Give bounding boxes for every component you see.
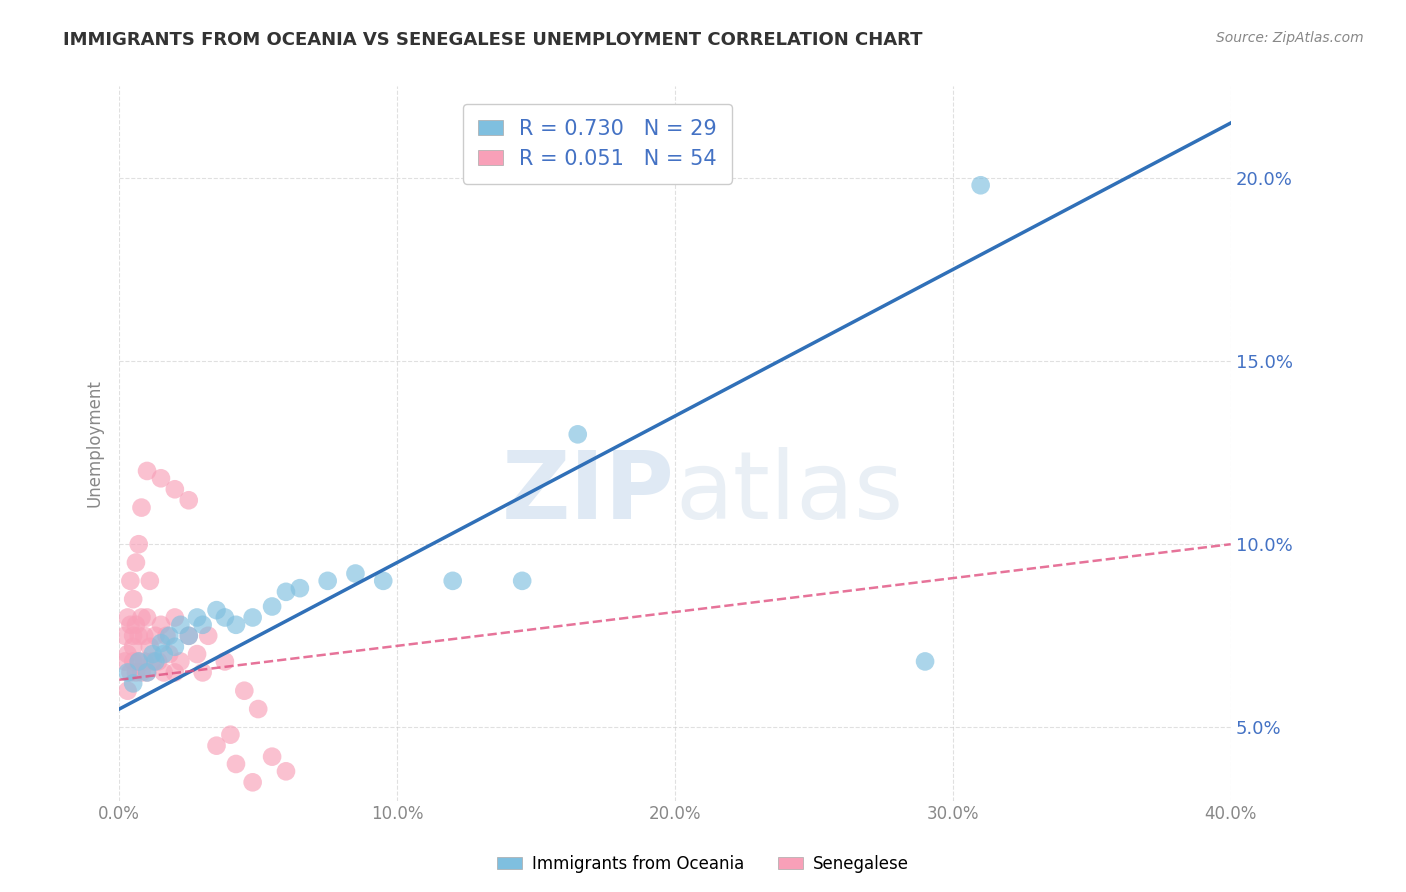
Point (149, 471, 172, 485)
Point (136, 610, 159, 624)
Point (145, 629, 167, 643)
Point (122, 592, 145, 607)
Point (120, 574, 142, 588)
Point (169, 655, 191, 669)
Point (225, 617, 247, 632)
Point (163, 665, 186, 680)
Text: ZIP: ZIP (502, 448, 675, 540)
Point (186, 610, 208, 624)
Point (131, 500, 153, 515)
Point (145, 655, 167, 669)
Point (191, 665, 214, 680)
Point (149, 636, 172, 650)
Point (242, 775, 264, 789)
Point (117, 683, 139, 698)
Point (128, 655, 150, 669)
Point (373, 574, 395, 588)
Legend: Immigrants from Oceania, Senegalese: Immigrants from Oceania, Senegalese (491, 848, 915, 880)
Point (128, 537, 150, 551)
Point (136, 464, 159, 478)
Point (131, 610, 153, 624)
Point (191, 617, 214, 632)
Point (169, 617, 191, 632)
Point (142, 655, 165, 669)
Point (274, 764, 297, 779)
Point (157, 629, 180, 643)
Point (225, 756, 247, 771)
Point (117, 610, 139, 624)
Point (122, 676, 145, 690)
Point (114, 629, 136, 643)
Point (214, 655, 236, 669)
Point (157, 647, 180, 661)
Point (117, 647, 139, 661)
Point (316, 574, 339, 588)
Point (117, 665, 139, 680)
Point (441, 574, 464, 588)
Point (146, 655, 169, 669)
Point (152, 647, 174, 661)
Point (163, 640, 186, 654)
Point (139, 640, 162, 654)
Point (969, 178, 991, 193)
Point (122, 629, 145, 643)
Point (114, 655, 136, 669)
Point (186, 647, 208, 661)
Point (914, 655, 936, 669)
Point (510, 574, 533, 588)
Point (205, 739, 228, 753)
Point (136, 665, 159, 680)
Point (177, 629, 200, 643)
Point (125, 665, 148, 680)
Point (242, 610, 264, 624)
Point (149, 617, 172, 632)
Point (142, 647, 165, 661)
Text: atlas: atlas (675, 448, 903, 540)
Text: IMMIGRANTS FROM OCEANIA VS SENEGALESE UNEMPLOYMENT CORRELATION CHART: IMMIGRANTS FROM OCEANIA VS SENEGALESE UN… (63, 31, 922, 49)
Point (288, 581, 311, 595)
Y-axis label: Unemployment: Unemployment (86, 380, 103, 508)
Point (134, 629, 156, 643)
Point (247, 702, 270, 716)
Point (214, 610, 236, 624)
Point (122, 640, 145, 654)
Point (120, 665, 142, 680)
Point (120, 617, 142, 632)
Text: Source: ZipAtlas.com: Source: ZipAtlas.com (1216, 31, 1364, 45)
Point (344, 566, 367, 581)
Point (155, 629, 177, 643)
Point (139, 574, 162, 588)
Point (233, 683, 256, 698)
Point (128, 655, 150, 669)
Point (152, 665, 174, 680)
Point (163, 610, 186, 624)
Point (262, 599, 284, 614)
Point (134, 655, 156, 669)
Point (219, 728, 242, 742)
Point (122, 655, 145, 669)
Point (197, 629, 219, 643)
Point (567, 427, 589, 442)
Point (136, 665, 159, 680)
Point (177, 493, 200, 508)
Point (128, 629, 150, 643)
Point (177, 629, 200, 643)
Point (163, 483, 186, 497)
Point (125, 617, 148, 632)
Point (262, 749, 284, 764)
Point (205, 603, 228, 617)
Point (274, 584, 297, 599)
Point (125, 556, 148, 570)
Legend: R = 0.730   N = 29, R = 0.051   N = 54: R = 0.730 N = 29, R = 0.051 N = 54 (463, 104, 731, 184)
Point (131, 665, 153, 680)
